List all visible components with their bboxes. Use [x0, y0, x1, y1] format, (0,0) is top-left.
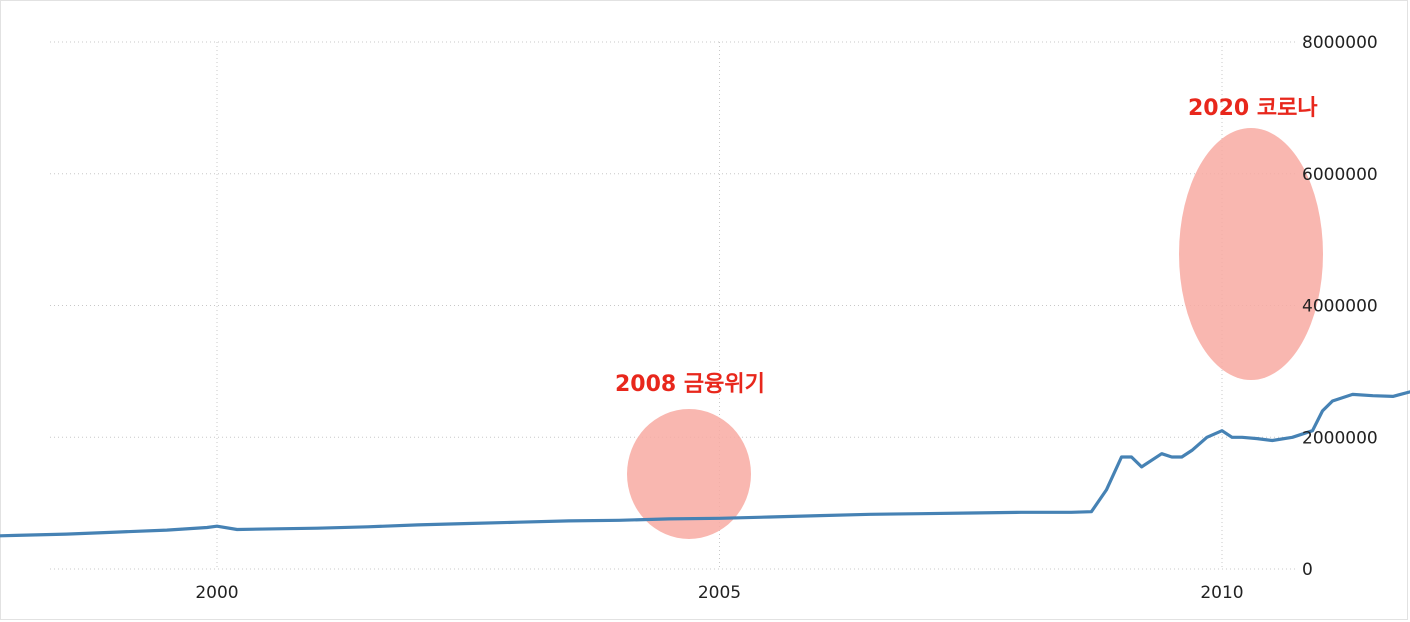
x-tick-label: 2005 — [698, 583, 741, 603]
y-axis-ticks: 0 2000000 4000000 6000000 8000000 — [1302, 33, 1378, 580]
annotation-2008: 2008 금융위기 — [615, 372, 765, 397]
y-tick-label: 0 — [1302, 560, 1313, 580]
highlight-circle-2008 — [627, 409, 751, 539]
annotation-2020: 2020 코로나 — [1188, 96, 1318, 121]
x-tick-label: 2010 — [1200, 583, 1243, 603]
highlight-circle-2020 — [1179, 128, 1323, 380]
grid-lines — [50, 41, 1298, 570]
y-tick-label: 4000000 — [1302, 297, 1378, 317]
highlight-circles — [627, 128, 1323, 539]
y-tick-label: 6000000 — [1302, 165, 1378, 185]
x-tick-label: 2000 — [195, 583, 238, 603]
y-tick-label: 8000000 — [1302, 33, 1378, 53]
x-axis-ticks: 20002005201020152020 — [195, 583, 1243, 603]
series-lines — [0, 390, 1410, 538]
y-tick-label: 2000000 — [1302, 428, 1378, 448]
series-line-0 — [0, 390, 1410, 538]
